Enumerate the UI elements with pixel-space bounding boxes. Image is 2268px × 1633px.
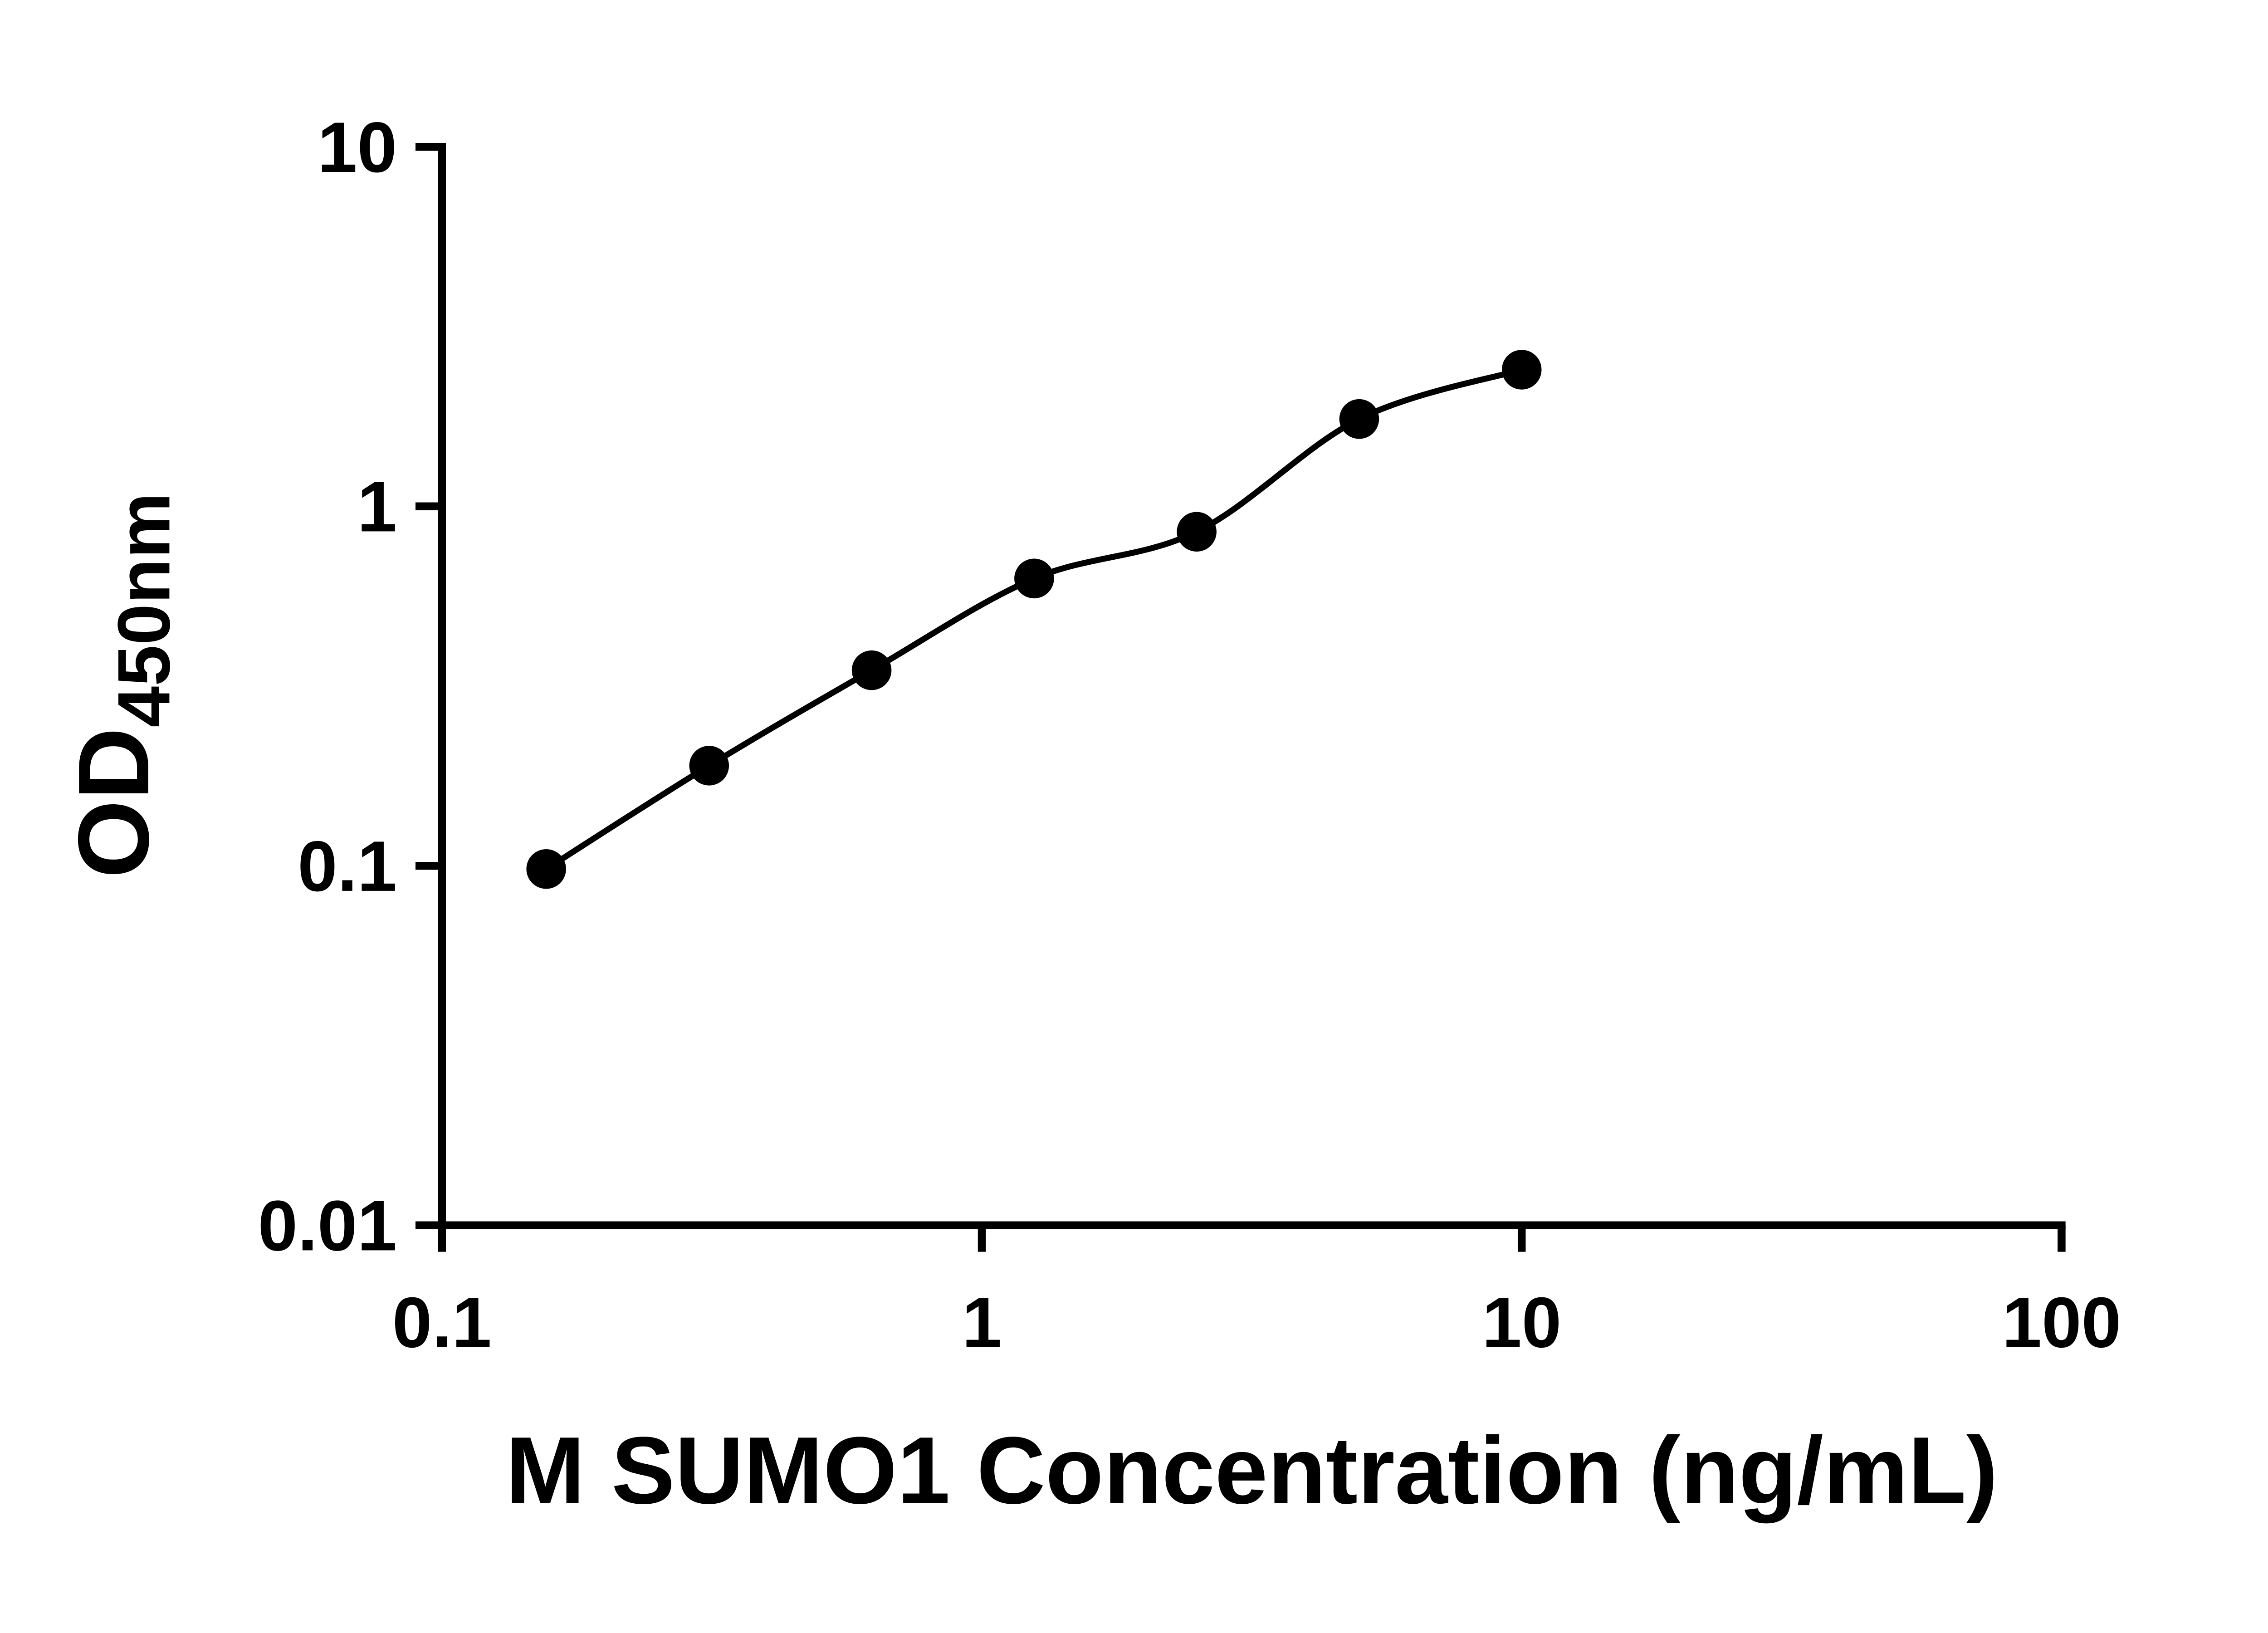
x-tick-label: 0.1 [392,1283,492,1363]
y-tick-label: 0.1 [298,826,397,906]
data-point [526,849,566,889]
data-point [1014,558,1054,599]
data-point [689,746,729,786]
data-point [1501,350,1542,390]
fit-curve [544,367,1523,872]
plot-area: 0.1 1 10 100 0.01 0.1 1 10 [258,108,2121,1363]
x-tick-label: 10 [1482,1283,1561,1363]
x-axis-title: M SUMO1 Concentration (ng/mL) [506,1417,1998,1524]
y-axis-title-sub: 450nm [102,493,185,728]
y-axis-title-main: OD [57,728,170,879]
y-tick-label: 1 [357,467,397,547]
data-point [1177,512,1217,552]
axis-line [438,143,2066,1230]
x-tick-label: 1 [962,1283,1002,1363]
data-point [851,650,892,690]
data-point [1339,399,1379,439]
y-axis-title: OD450nm [57,493,186,878]
y-tick-label: 0.01 [258,1186,397,1266]
y-tick-label: 10 [318,108,397,187]
elisa-standard-curve-figure: 0.1 1 10 100 0.01 0.1 1 10 M SUMO1 Concentratio… [57,107,2121,1524]
chart-canvas: 0.1 1 10 100 0.01 0.1 1 10 M SUMO1 Concentratio… [57,107,2121,1524]
x-tick-label: 100 [2002,1283,2121,1363]
